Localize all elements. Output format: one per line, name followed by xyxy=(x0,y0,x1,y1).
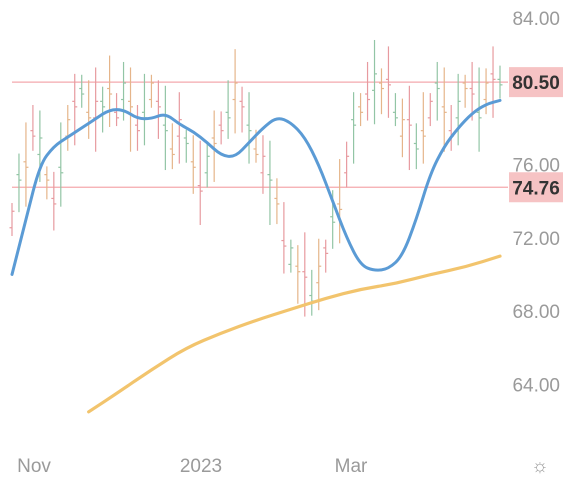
y-axis: 84.00 76.00 72.00 68.00 64.00 xyxy=(512,9,560,396)
price-level-badge-0 xyxy=(509,67,563,98)
ohlc-bars xyxy=(9,39,503,317)
x-tick-label-1: 2023 xyxy=(180,456,222,477)
y-tick-label-4: 64.00 xyxy=(512,375,560,396)
y-tick-label-0: 84.00 xyxy=(512,9,560,30)
y-tick-label-3: 68.00 xyxy=(512,302,560,323)
ema-short-line xyxy=(10,98,502,276)
x-tick-label-0: Nov xyxy=(17,456,51,477)
settings-gear-icon[interactable]: ☼ xyxy=(531,456,548,477)
indicator-lines xyxy=(10,98,502,414)
price-level-label-0: 80.50 xyxy=(512,73,560,94)
ma-long-line xyxy=(87,254,502,414)
x-tick-label-2: Mar xyxy=(335,456,368,477)
y-tick-label-1: 76.00 xyxy=(512,156,560,177)
price-level-badge-1 xyxy=(509,172,563,203)
y-tick-label-2: 72.00 xyxy=(512,229,560,250)
x-axis: Nov 2023 Mar xyxy=(17,456,368,477)
price-levels: 80.50 74.76 xyxy=(12,67,563,203)
price-level-label-1: 74.76 xyxy=(512,178,560,199)
